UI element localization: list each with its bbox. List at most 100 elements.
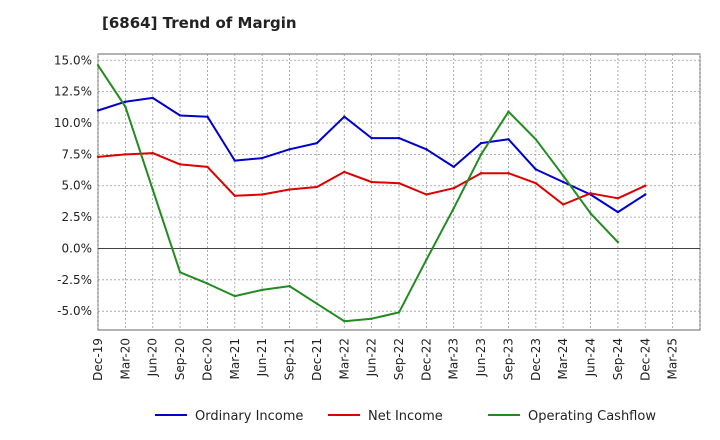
data-point-ordinary-income bbox=[315, 141, 319, 145]
data-point-ordinary-income bbox=[206, 115, 209, 118]
legend: Ordinary Income Net Income Operating Cashf… bbox=[155, 409, 656, 424]
legend-label-net-income: Net Income bbox=[368, 409, 443, 424]
data-point-net-income bbox=[178, 163, 182, 166]
data-point-net-income bbox=[589, 192, 592, 195]
data-point-operating-cashflow bbox=[589, 212, 592, 215]
y-tick-label: 7.5% bbox=[62, 147, 93, 161]
data-point-operating-cashflow bbox=[561, 174, 565, 177]
data-point-ordinary-income bbox=[561, 180, 565, 184]
y-tick-label: 5.0% bbox=[62, 179, 93, 193]
data-point-ordinary-income bbox=[397, 136, 401, 140]
chart-title: [6864] Trend of Margin bbox=[102, 14, 297, 32]
x-tick-label: Dec-19 bbox=[91, 338, 105, 381]
x-tick-label: Mar-20 bbox=[118, 338, 132, 379]
x-tick-label: Mar-25 bbox=[666, 338, 680, 379]
data-point-net-income bbox=[315, 185, 319, 189]
x-tick-label: Dec-22 bbox=[419, 338, 433, 381]
y-tick-label: 0.0% bbox=[62, 241, 93, 255]
data-point-ordinary-income bbox=[96, 109, 100, 112]
x-tick-label: Jun-24 bbox=[584, 338, 598, 377]
y-tick-label: 10.0% bbox=[54, 116, 92, 130]
data-point-ordinary-income bbox=[151, 96, 154, 100]
data-point-ordinary-income bbox=[425, 148, 428, 151]
y-tick-label: 15.0% bbox=[54, 53, 92, 67]
x-tick-label: Sep-22 bbox=[392, 338, 406, 380]
grid-layer bbox=[97, 54, 701, 330]
x-tick-label: Mar-24 bbox=[556, 338, 570, 379]
y-tick-label: 2.5% bbox=[62, 210, 93, 224]
y-tick-label: 12.5% bbox=[54, 85, 92, 99]
data-point-operating-cashflow bbox=[370, 317, 373, 320]
x-tick-label: Sep-20 bbox=[173, 338, 187, 380]
data-point-operating-cashflow bbox=[124, 105, 127, 108]
data-point-operating-cashflow bbox=[178, 271, 182, 274]
data-point-net-income bbox=[124, 153, 127, 156]
data-point-net-income bbox=[507, 171, 510, 175]
data-point-operating-cashflow bbox=[479, 153, 483, 156]
x-tick-label: Jun-22 bbox=[365, 338, 379, 377]
data-point-operating-cashflow bbox=[534, 138, 538, 141]
data-point-net-income bbox=[616, 197, 620, 200]
data-point-ordinary-income bbox=[260, 156, 264, 160]
data-point-operating-cashflow bbox=[233, 294, 237, 298]
x-tick-label: Dec-21 bbox=[310, 338, 324, 381]
data-point-net-income bbox=[151, 151, 154, 155]
x-tick-label: Sep-21 bbox=[283, 338, 297, 380]
series-line-operating-cashflow bbox=[97, 64, 619, 323]
x-tick-label: Jun-20 bbox=[146, 338, 160, 377]
data-point-net-income bbox=[397, 182, 401, 185]
data-point-net-income bbox=[452, 187, 455, 190]
data-point-operating-cashflow bbox=[260, 288, 264, 292]
data-point-net-income bbox=[479, 171, 483, 175]
data-point-ordinary-income bbox=[479, 141, 483, 145]
x-tick-label: Jun-21 bbox=[255, 338, 269, 377]
x-tick-label: Mar-21 bbox=[228, 338, 242, 379]
x-tick-label: Dec-20 bbox=[200, 338, 214, 381]
data-point-ordinary-income bbox=[644, 193, 647, 196]
legend-label-operating-cashflow: Operating Cashflow bbox=[528, 409, 656, 424]
data-point-ordinary-income bbox=[233, 159, 237, 162]
x-tick-label: Dec-23 bbox=[529, 338, 543, 381]
data-point-operating-cashflow bbox=[315, 302, 319, 305]
data-point-ordinary-income bbox=[288, 148, 291, 151]
data-point-net-income bbox=[534, 182, 538, 185]
x-tick-label: Dec-24 bbox=[638, 338, 652, 381]
data-point-operating-cashflow bbox=[206, 282, 209, 285]
data-point-net-income bbox=[425, 193, 428, 196]
data-point-ordinary-income bbox=[178, 114, 182, 117]
data-point-net-income bbox=[206, 165, 209, 169]
axis-layer: 15.0% 12.5% 10.0% 7.5% 5.0% 2.5% 0.0% -2.5% -5.0… bbox=[54, 53, 680, 381]
data-point-operating-cashflow bbox=[507, 110, 510, 113]
data-point-net-income bbox=[370, 180, 373, 184]
data-point-net-income bbox=[233, 194, 237, 197]
data-point-net-income bbox=[644, 184, 647, 187]
x-tick-label: Sep-23 bbox=[501, 338, 515, 380]
data-point-operating-cashflow bbox=[151, 188, 154, 191]
x-tick-label: Mar-22 bbox=[337, 338, 351, 379]
data-point-operating-cashflow bbox=[452, 207, 455, 210]
data-point-net-income bbox=[260, 193, 264, 196]
data-point-operating-cashflow bbox=[425, 258, 428, 261]
data-point-operating-cashflow bbox=[616, 240, 620, 244]
data-point-ordinary-income bbox=[124, 100, 127, 103]
x-tick-label: Jun-23 bbox=[474, 338, 488, 377]
data-point-ordinary-income bbox=[452, 165, 455, 169]
series-layer bbox=[96, 64, 647, 323]
data-point-net-income bbox=[561, 203, 565, 206]
data-point-ordinary-income bbox=[370, 136, 373, 140]
data-point-ordinary-income bbox=[343, 115, 346, 118]
legend-label-ordinary-income: Ordinary Income bbox=[195, 409, 303, 424]
data-point-operating-cashflow bbox=[343, 320, 346, 323]
data-point-operating-cashflow bbox=[96, 64, 100, 67]
data-point-net-income bbox=[343, 170, 346, 174]
data-point-ordinary-income bbox=[507, 138, 510, 141]
x-tick-label: Sep-24 bbox=[611, 338, 625, 380]
x-tick-label: Mar-23 bbox=[447, 338, 461, 379]
data-point-ordinary-income bbox=[534, 168, 538, 171]
y-tick-label: -5.0% bbox=[57, 304, 92, 318]
data-point-ordinary-income bbox=[616, 210, 620, 214]
data-point-net-income bbox=[96, 155, 100, 159]
data-point-operating-cashflow bbox=[397, 311, 401, 314]
data-point-operating-cashflow bbox=[288, 284, 291, 288]
